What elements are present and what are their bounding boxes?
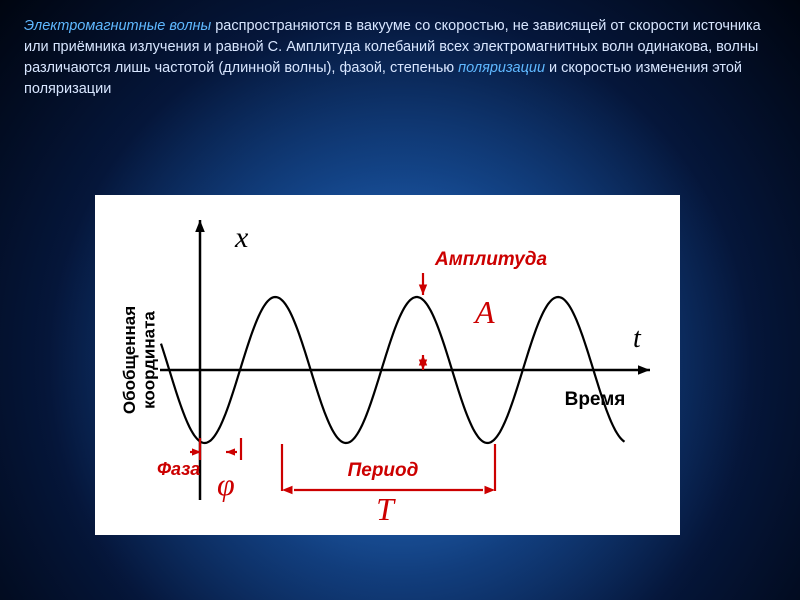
svg-text:A: A: [473, 294, 495, 330]
term-polarization: поляризации: [458, 60, 545, 76]
svg-text:φ: φ: [217, 466, 235, 502]
svg-text:t: t: [633, 323, 642, 354]
wave-svg: Обобщеннаякоордината x t Время Амплитуда A Пер…: [95, 195, 680, 535]
wave-diagram: Обобщеннаякоордината x t Время Амплитуда A Пер…: [95, 195, 680, 535]
svg-text:Период: Период: [348, 460, 419, 481]
svg-text:Амплитуда: Амплитуда: [434, 249, 548, 270]
svg-text:Обобщеннаякоордината: Обобщеннаякоордината: [120, 306, 159, 414]
svg-text:T: T: [376, 491, 396, 527]
description-paragraph: Электромагнитные волны распространяются …: [24, 16, 776, 100]
svg-text:Время: Время: [565, 389, 626, 410]
term-em-waves: Электромагнитные волны: [24, 18, 211, 34]
svg-text:x: x: [234, 221, 249, 254]
svg-text:Фаза: Фаза: [157, 459, 200, 479]
